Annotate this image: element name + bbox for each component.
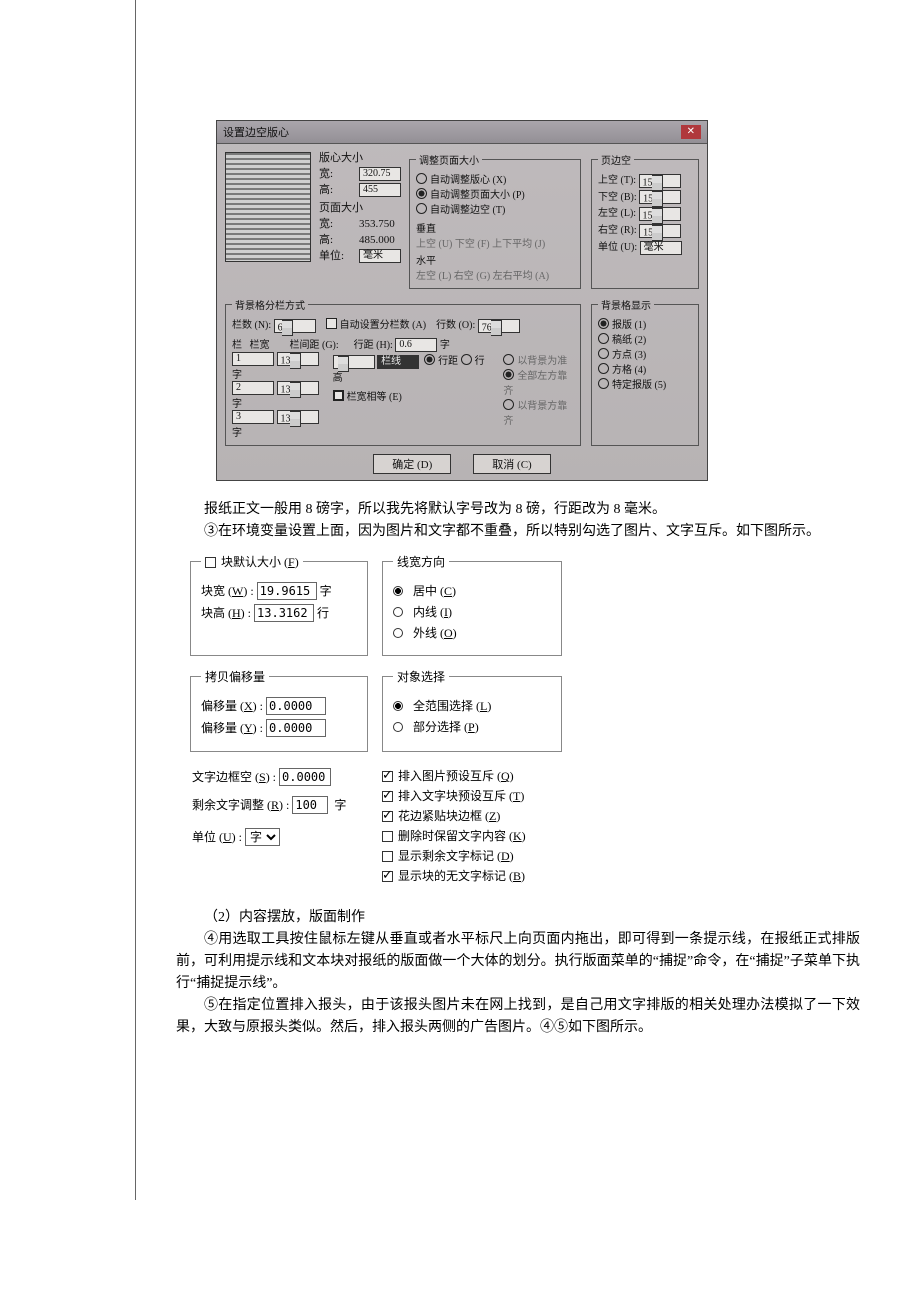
core-height-field[interactable]: 455: [359, 183, 401, 197]
check-show-remain-mark[interactable]: 显示剩余文字标记 (D): [382, 847, 562, 864]
bg-radio-2[interactable]: 稿纸 (2): [598, 331, 692, 346]
check-keep-on-delete[interactable]: 删除时保留文字内容 (K): [382, 827, 562, 844]
offset-y-field[interactable]: [266, 719, 326, 737]
obj-part-radio[interactable]: [393, 720, 407, 735]
margin-top-field[interactable]: 15: [639, 174, 681, 188]
page-preview: [225, 152, 311, 262]
block-width-field[interactable]: [257, 582, 317, 600]
check-border-tight[interactable]: 花边紧贴块边框 (Z): [382, 807, 562, 824]
check-text-exclusive[interactable]: 排入文字块预设互斥 (T): [382, 787, 562, 804]
margin-bottom-field[interactable]: 15: [639, 190, 681, 204]
bg-radio-4[interactable]: 方格 (4): [598, 361, 692, 376]
close-icon[interactable]: ✕: [681, 125, 701, 139]
core-size-label: 版心大小: [319, 150, 401, 166]
row-gap-field[interactable]: 0.6: [395, 338, 437, 352]
check-img-exclusive[interactable]: 排入图片预设互斥 (Q): [382, 767, 562, 784]
env-settings-dialog: 块默认大小 (F) 块宽 (W) : 字 块高 (H) : 行 线宽方向 居中 …: [190, 553, 575, 887]
cancel-button[interactable]: 取消 (C): [473, 454, 550, 474]
paragraph: （2）内容摆放，版面制作: [176, 907, 860, 929]
block-height-field[interactable]: [254, 604, 314, 622]
equal-width-check[interactable]: 栏宽相等 (E): [333, 392, 402, 403]
lw-inner-radio[interactable]: [393, 605, 407, 620]
paragraph: ③在环境变量设置上面，因为图片和文字都不重叠，所以特别勾选了图片、文字互斥。如下…: [176, 521, 860, 543]
paragraph: ④用选取工具按住鼠标左键从垂直或者水平标尺上向页面内拖出，即可得到一条提示线，在…: [176, 929, 860, 995]
check-show-notext-mark[interactable]: 显示块的无文字标记 (B): [382, 867, 562, 884]
margin-unit-select[interactable]: 毫米: [640, 241, 682, 255]
obj-full-radio[interactable]: [393, 699, 407, 714]
core-width-field[interactable]: 320.75: [359, 167, 401, 181]
remain-adjust-field[interactable]: [292, 796, 328, 814]
ok-button[interactable]: 确定 (D): [373, 454, 451, 474]
paragraph: ⑤在指定位置排入报头，由于该报头图片未在网上找到，是自己用文字排版的相关处理办法…: [176, 995, 860, 1039]
margin-left-field[interactable]: 15: [639, 207, 681, 221]
gap-style-select[interactable]: 栏线: [377, 355, 419, 369]
margin-right-field[interactable]: 15: [639, 224, 681, 238]
dialog-title: 设置边空版心: [223, 124, 289, 140]
lw-outer-radio[interactable]: [393, 626, 407, 641]
adjust-radio-page[interactable]: 自动调整页面大小 (P): [416, 186, 574, 201]
auto-columns-check[interactable]: 自动设置分栏数 (A): [326, 320, 426, 331]
offset-x-field[interactable]: [266, 697, 326, 715]
adjust-radio-core[interactable]: 自动调整版心 (X): [416, 171, 574, 186]
block-default-check[interactable]: [205, 557, 216, 568]
bg-radio-1[interactable]: 报版 (1): [598, 316, 692, 331]
adjust-radio-margin[interactable]: 自动调整边空 (T): [416, 201, 574, 216]
paragraph: 报纸正文一般用 8 磅字，所以我先将默认字号改为 8 磅，行距改为 8 毫米。: [176, 499, 860, 521]
bg-radio-5[interactable]: 特定报版 (5): [598, 376, 692, 391]
margin-settings-dialog: 设置边空版心 ✕ 版心大小 宽:320.75 高:455 页面大小 宽:353.…: [216, 120, 708, 481]
text-border-space-field[interactable]: [279, 768, 331, 786]
bg-radio-3[interactable]: 方点 (3): [598, 346, 692, 361]
page-size-label: 页面大小: [319, 200, 401, 216]
unit-select[interactable]: 毫米: [359, 249, 401, 263]
unit-select-2[interactable]: 字: [245, 828, 280, 846]
lw-center-radio[interactable]: [393, 584, 407, 599]
column-count-field[interactable]: 6: [274, 319, 316, 333]
row-count-field[interactable]: 76: [478, 319, 520, 333]
